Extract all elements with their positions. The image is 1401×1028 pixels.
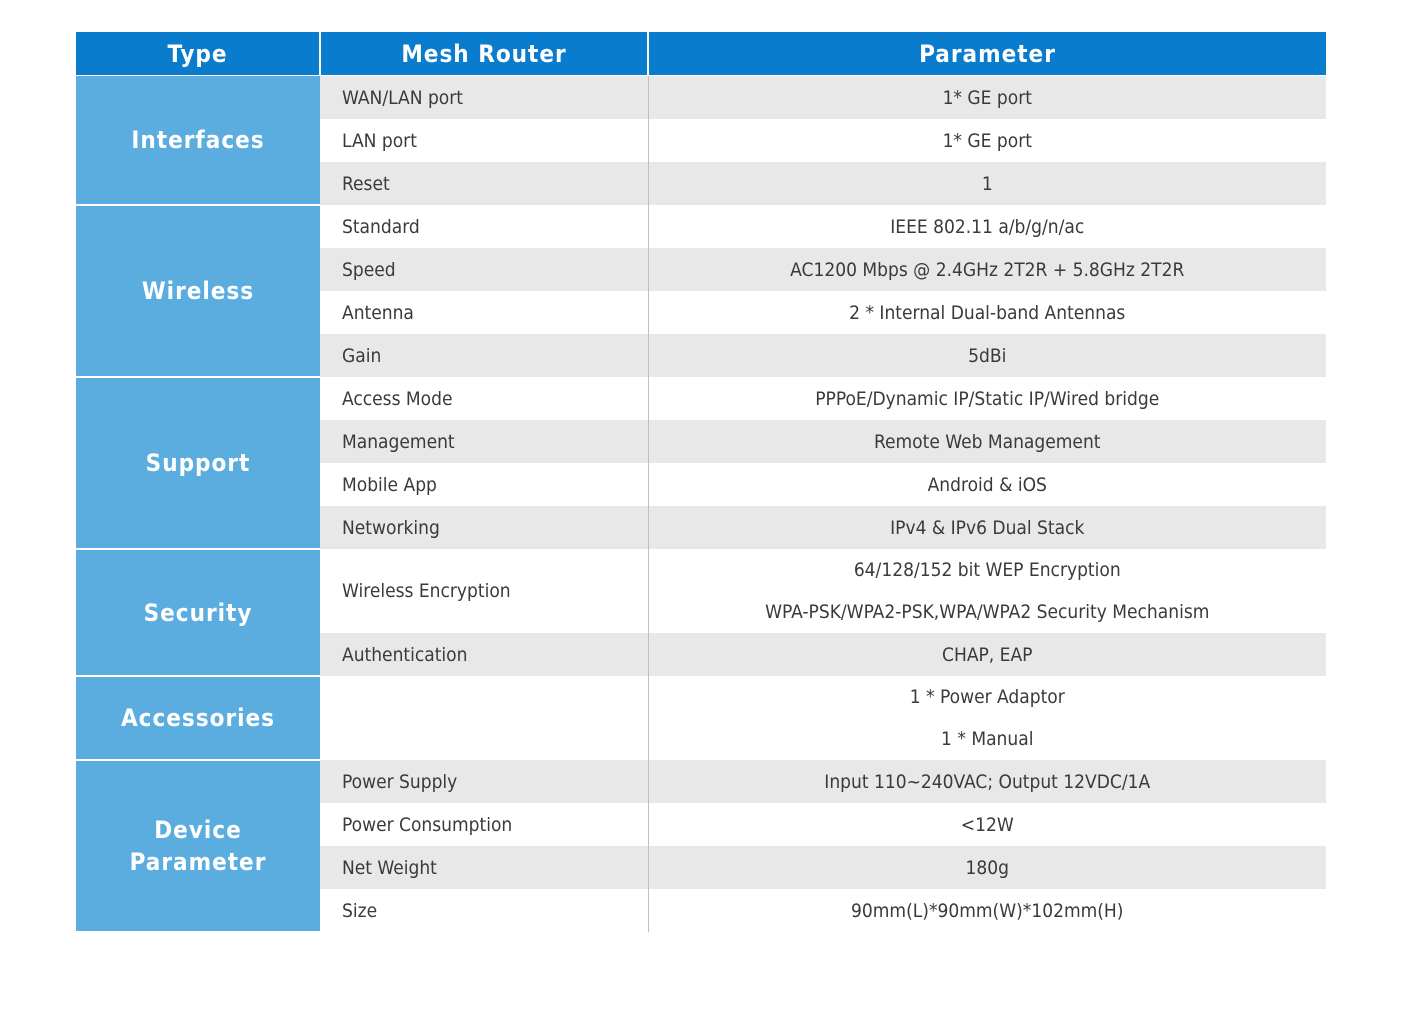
header-row: Type Mesh Router Parameter [76,32,1326,76]
value-line: 1 [981,172,993,195]
value-line: 1 * Manual [941,728,1034,750]
value-cell: IPv4 & IPv6 Dual Stack [648,506,1326,549]
value-cell: Input 110~240VAC; Output 12VDC/1A [648,760,1326,803]
value-cell: AC1200 Mbps @ 2.4GHz 2T2R + 5.8GHz 2T2R [648,248,1326,291]
table-row: Support Access Mode PPPoE/Dynamic IP/Stati… [76,377,1326,550]
item-cell: Reset [320,162,649,205]
table-header: Type Mesh Router Parameter [76,32,1326,76]
value-line: 1* GE port [942,86,1032,109]
item-cell: Speed [320,248,649,291]
item-cell: Gain [320,334,649,377]
value-cell: 180g [648,846,1326,889]
table-row: Management Remote Web Management [76,420,1326,463]
value-cell: 1* GE port [648,119,1326,162]
value-cell: CHAP, EAP [648,633,1326,676]
table-row: Device Parameter Power Supply Input 110~24… [76,760,1326,933]
value-cell: 64/128/152 bit WEP Encryption WPA-PSK/WPA… [648,549,1326,633]
table-row: Mobile App Android & iOS [76,463,1326,506]
value-line: AC1200 Mbps @ 2.4GHz 2T2R + 5.8GHz 2T2R [790,258,1185,281]
table-row: Reset 1 [76,162,1326,205]
item-cell: Antenna [320,291,649,334]
item-cell: WAN/LAN port [320,75,649,119]
item-cell: Networking [320,506,649,549]
value-cell: PPPoE/Dynamic IP/Static IP/Wired bridge [648,377,1326,420]
header-model: Mesh Router [320,32,649,76]
value-line: 90mm(L)*90mm(W)*102mm(H) [851,899,1124,922]
value-line: IEEE 802.11 a/b/g/n/ac [890,215,1085,238]
value-line: 180g [965,856,1009,879]
item-cell: Authentication [320,633,649,676]
item-cell: Power Supply [320,760,649,803]
table-row: Authentication CHAP, EAP [76,633,1326,676]
value-line: Android & iOS [927,473,1047,496]
item-cell: Management [320,420,649,463]
value-line: 2 * Internal Dual-band Antennas [849,301,1126,324]
table-row: Wireless Standard IEEE 802.11 a/b/g/n/ac [76,205,1326,378]
type-cell-wireless: Wireless [76,205,320,378]
value-line: CHAP, EAP [942,643,1033,666]
item-cell: LAN port [320,119,649,162]
table-row: Accessories 1 * Power Adaptor 1 * Manual [76,676,1326,761]
value-line: WPA-PSK/WPA2-PSK,WPA/WPA2 Security Mecha… [765,601,1210,623]
table-row: LAN port 1* GE port [76,119,1326,162]
item-cell: Mobile App [320,463,649,506]
value-cell: 90mm(L)*90mm(W)*102mm(H) [648,889,1326,932]
value-line: <12W [960,813,1014,836]
value-cell: 1* GE port [648,75,1326,119]
value-cell: 2 * Internal Dual-band Antennas [648,291,1326,334]
value-cell: Android & iOS [648,463,1326,506]
spec-table: Type Mesh Router Parameter Interfaces WAN… [76,32,1326,933]
item-cell: Net Weight [320,846,649,889]
header-type: Type [76,32,321,76]
header-parameter: Parameter [648,32,1326,76]
type-cell-security: Security [76,549,320,677]
value-cell: 5dBi [648,334,1326,377]
table-row: Power Consumption <12W [76,803,1326,846]
table-row: Net Weight 180g [76,846,1326,889]
table-row: Interfaces WAN/LAN port 1* GE port [76,75,1326,206]
item-cell: Access Mode [320,377,649,420]
value-line: 5dBi [968,344,1007,367]
table-body: Interfaces WAN/LAN port 1* GE port LAN port… [76,75,1326,933]
value-line: IPv4 & IPv6 Dual Stack [890,516,1085,539]
table-row: Size 90mm(L)*90mm(W)*102mm(H) [76,889,1326,932]
value-cell: IEEE 802.11 a/b/g/n/ac [648,205,1326,248]
table-row: Networking IPv4 & IPv6 Dual Stack [76,506,1326,549]
value-cell: <12W [648,803,1326,846]
type-cell-support: Support [76,377,320,550]
type-cell-accessories: Accessories [76,676,320,761]
value-cell: Remote Web Management [648,420,1326,463]
table-row: Speed AC1200 Mbps @ 2.4GHz 2T2R + 5.8GHz … [76,248,1326,291]
value-line: Input 110~240VAC; Output 12VDC/1A [824,770,1151,793]
item-cell: Size [320,889,649,932]
type-cell-interfaces: Interfaces [76,75,320,206]
item-cell: Power Consumption [320,803,649,846]
value-line: 1* GE port [942,129,1032,152]
item-cell: Wireless Encryption [320,549,649,633]
value-line: PPPoE/Dynamic IP/Static IP/Wired bridge [815,387,1160,410]
table-row: Antenna 2 * Internal Dual-band Antennas [76,291,1326,334]
value-line: 64/128/152 bit WEP Encryption [853,559,1121,581]
type-cell-device-parameter: Device Parameter [76,760,320,933]
item-cell [320,676,649,760]
table-row: Gain 5dBi [76,334,1326,377]
value-line: 1 * Power Adaptor [909,686,1065,708]
value-cell: 1 * Power Adaptor 1 * Manual [648,676,1326,760]
value-cell: 1 [648,162,1326,205]
value-line: Remote Web Management [873,430,1101,453]
table-row: Security Wireless Encryption 64/128/152 bi… [76,549,1326,677]
item-cell: Standard [320,205,649,248]
